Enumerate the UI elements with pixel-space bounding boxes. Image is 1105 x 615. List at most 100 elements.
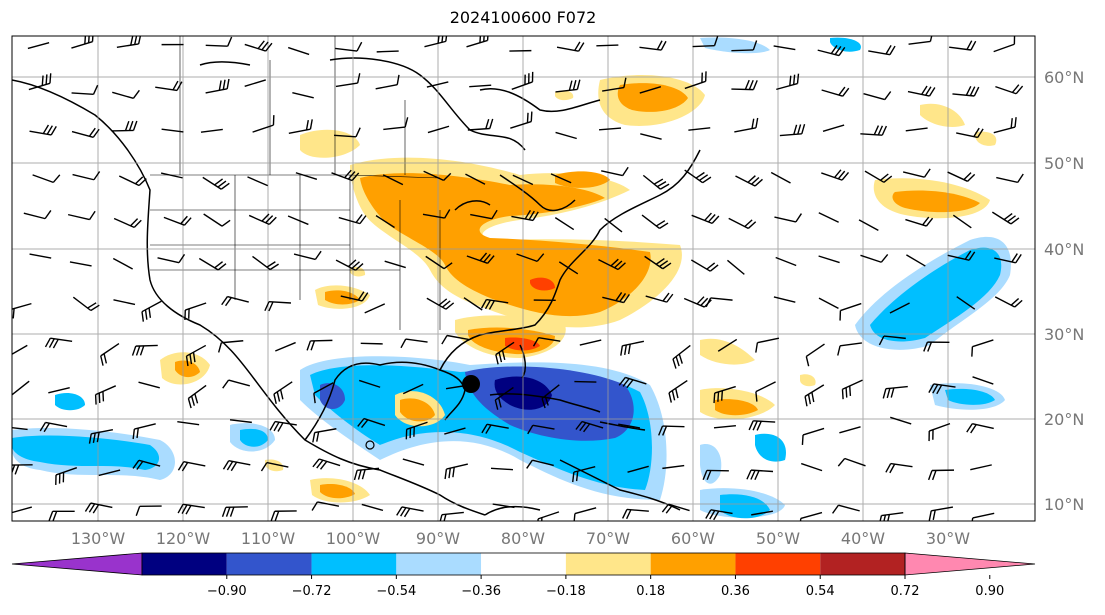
lat-label: 30°N bbox=[1044, 325, 1084, 344]
wind-barb bbox=[358, 379, 381, 388]
wind-barb-flag bbox=[971, 346, 974, 357]
wind-barb-flag bbox=[361, 469, 366, 480]
wind-barb-flag bbox=[1015, 85, 1024, 95]
wind-barb-flag bbox=[264, 301, 270, 312]
wind-barb-flag bbox=[544, 395, 549, 406]
wind-barb-flag bbox=[316, 459, 324, 469]
wind-barb-flag bbox=[52, 174, 61, 183]
wind-barb-flag bbox=[713, 392, 716, 404]
wind-barb-flag bbox=[355, 127, 361, 138]
wind-barb bbox=[27, 41, 50, 50]
wind-barb-flag bbox=[189, 354, 193, 365]
wind-barb-flag bbox=[438, 298, 448, 306]
wind-barb-flag bbox=[226, 461, 234, 471]
wind-barb-flag bbox=[185, 505, 192, 515]
wind-barb-flag bbox=[695, 171, 705, 179]
wind-barb bbox=[382, 174, 404, 186]
wind-barb-flag bbox=[880, 254, 889, 263]
wind-barb-flag bbox=[625, 509, 632, 520]
wind-barb-flag bbox=[313, 393, 316, 404]
lon-label: 40°W bbox=[841, 529, 885, 548]
wind-barb-flag bbox=[137, 36, 142, 45]
wind-barb bbox=[972, 376, 994, 385]
wind-barb-flag bbox=[172, 80, 179, 91]
wind-barb-flag bbox=[214, 261, 224, 269]
graticule bbox=[12, 36, 1035, 521]
wind-barb-flag bbox=[483, 36, 485, 42]
wind-barb-flag bbox=[227, 36, 233, 47]
wind-barb-flag bbox=[88, 127, 96, 137]
wind-barb-flag bbox=[229, 506, 235, 517]
wind-barb-flag bbox=[489, 118, 494, 129]
wind-barb-flag bbox=[1011, 253, 1018, 263]
wind-barb-flag bbox=[178, 253, 186, 264]
wind-barb bbox=[972, 512, 995, 519]
wind-barb-flag bbox=[1010, 217, 1020, 225]
wind-barb-flag bbox=[678, 353, 683, 364]
colorbar-extend-low bbox=[11, 552, 143, 576]
wind-barb-flag bbox=[176, 81, 183, 91]
wind-barb-flag bbox=[42, 124, 50, 134]
wind-barb-flag bbox=[883, 514, 887, 521]
lon-label: 100°W bbox=[326, 529, 381, 548]
wind-barb-flag bbox=[1003, 213, 1013, 221]
wind-barb-flag bbox=[7, 465, 10, 474]
wind-barb-flag bbox=[927, 470, 933, 481]
wind-barb-flag bbox=[838, 86, 846, 96]
wind-barb-flag bbox=[807, 394, 812, 405]
wind-barb-flag bbox=[666, 293, 674, 303]
wind-barb-flag bbox=[971, 517, 974, 521]
wind-barb-flag bbox=[883, 175, 893, 183]
wind-barb-flag bbox=[575, 421, 583, 430]
wind-barb-flag bbox=[87, 36, 90, 43]
wind-barb-flag bbox=[705, 509, 712, 519]
wind-barb-flag bbox=[92, 432, 96, 443]
wind-barb-flag bbox=[14, 464, 20, 475]
wind-barb bbox=[469, 84, 492, 88]
wind-barb-flag bbox=[217, 263, 227, 271]
wind-barb-flag bbox=[501, 349, 506, 361]
wind-barb-flag bbox=[1010, 118, 1013, 129]
wind-barb-flag bbox=[443, 262, 453, 270]
colorbar-label: −0.36 bbox=[461, 584, 501, 599]
wind-barb bbox=[425, 255, 445, 270]
wind-barb-flag bbox=[132, 428, 136, 440]
wind-barb-flag bbox=[622, 166, 629, 176]
wind-barb-flag bbox=[479, 36, 482, 43]
wind-barb-flag bbox=[706, 470, 712, 481]
wind-barb-flag bbox=[351, 261, 360, 269]
lon-label: 80°W bbox=[501, 529, 545, 548]
colorbar-label: 0.90 bbox=[975, 584, 1004, 599]
wind-barb-flag bbox=[936, 384, 943, 395]
wind-barb bbox=[800, 462, 823, 472]
wind-barb-flag bbox=[751, 176, 760, 185]
wind-barb-flag bbox=[396, 506, 403, 516]
lon-label: 70°W bbox=[586, 529, 630, 548]
wind-barb-flag bbox=[747, 221, 757, 229]
wind-barb-flag bbox=[713, 510, 720, 521]
wind-barb-flag bbox=[528, 210, 535, 221]
wind-barb-flag bbox=[928, 510, 932, 521]
wind-barb bbox=[532, 459, 554, 467]
wind-barb bbox=[252, 124, 274, 133]
wind-barb bbox=[774, 216, 797, 223]
wind-barb-flag bbox=[274, 510, 280, 521]
wind-barb bbox=[313, 382, 334, 394]
wind-barb-flag bbox=[617, 262, 626, 271]
lat-label: 40°N bbox=[1044, 240, 1084, 259]
wind-barb-flag bbox=[485, 424, 492, 434]
wind-barb bbox=[287, 46, 310, 56]
wind-barb bbox=[292, 91, 314, 99]
wind-barb-flag bbox=[830, 45, 838, 55]
anomaly-fields bbox=[12, 37, 1011, 519]
wind-barb-flag bbox=[583, 423, 591, 433]
wind-barb-flag bbox=[705, 297, 712, 308]
wind-barb bbox=[293, 253, 316, 261]
wind-barb-flag bbox=[444, 469, 448, 480]
wind-barb bbox=[29, 253, 52, 259]
lat-label: 60°N bbox=[1044, 68, 1084, 87]
wind-barb-flag bbox=[84, 36, 87, 45]
wind-barb-flag bbox=[43, 422, 50, 433]
wind-barb-flag bbox=[1007, 215, 1016, 223]
wind-barb-flag bbox=[138, 178, 147, 187]
